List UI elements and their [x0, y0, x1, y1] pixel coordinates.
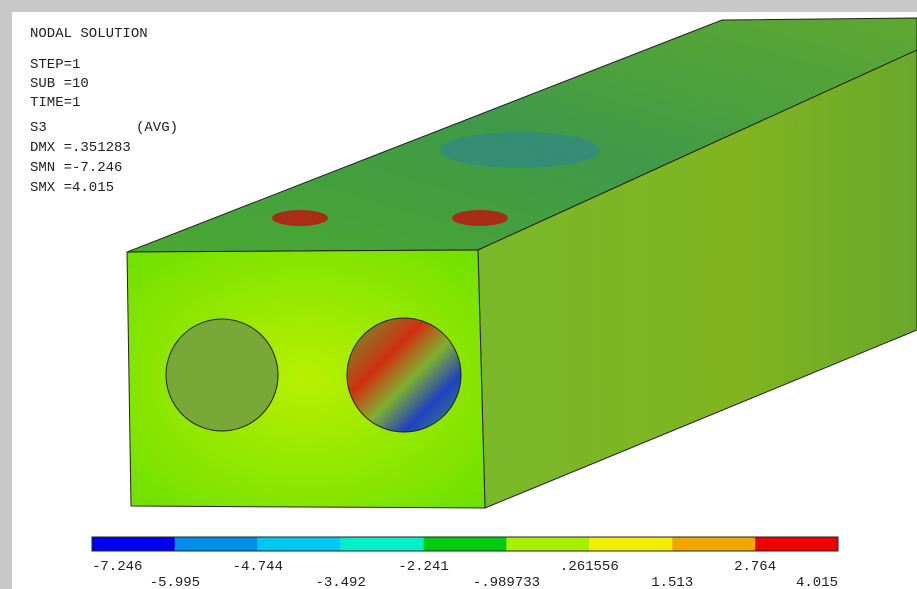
- legend-label: -4.744: [233, 559, 283, 575]
- legend-swatch: [589, 537, 672, 551]
- stress-spot: [452, 210, 508, 226]
- legend-label: -5.995: [150, 575, 200, 589]
- info-line: TIME=1: [30, 95, 80, 111]
- legend-swatch: [672, 537, 755, 551]
- legend-label: -2.241: [398, 559, 448, 575]
- legend-label: -.989733: [473, 575, 540, 589]
- legend-swatch: [341, 537, 424, 551]
- frame-left: [0, 0, 12, 589]
- hole: [347, 318, 461, 432]
- title: NODAL SOLUTION: [30, 26, 148, 42]
- avg-label: (AVG): [136, 120, 178, 136]
- legend-label: 4.015: [796, 575, 838, 589]
- legend-label: 2.764: [734, 559, 776, 575]
- legend-swatch: [506, 537, 589, 551]
- info-line: SMN =-7.246: [30, 160, 122, 176]
- legend-label: -3.492: [315, 575, 365, 589]
- legend-swatch: [92, 537, 175, 551]
- result-view: NODAL SOLUTION STEP=1 SUB =10 TIME=1 S3 DMX …: [0, 0, 917, 589]
- legend-swatch: [755, 537, 838, 551]
- legend-swatch: [258, 537, 341, 551]
- frame-top: [0, 0, 917, 12]
- info-line: DMX =.351283: [30, 140, 131, 156]
- info-line: STEP=1: [30, 57, 80, 73]
- stress-spot: [440, 132, 600, 168]
- hole: [166, 319, 278, 431]
- legend-swatch: [424, 537, 507, 551]
- legend-label: .261556: [560, 559, 619, 575]
- info-line: S3: [30, 120, 47, 136]
- info-line: SUB =10: [30, 76, 89, 92]
- legend-label: -7.246: [92, 559, 142, 575]
- legend-label: 1.513: [651, 575, 693, 589]
- stress-spot: [272, 210, 328, 226]
- legend-swatch: [175, 537, 258, 551]
- info-line: SMX =4.015: [30, 180, 114, 196]
